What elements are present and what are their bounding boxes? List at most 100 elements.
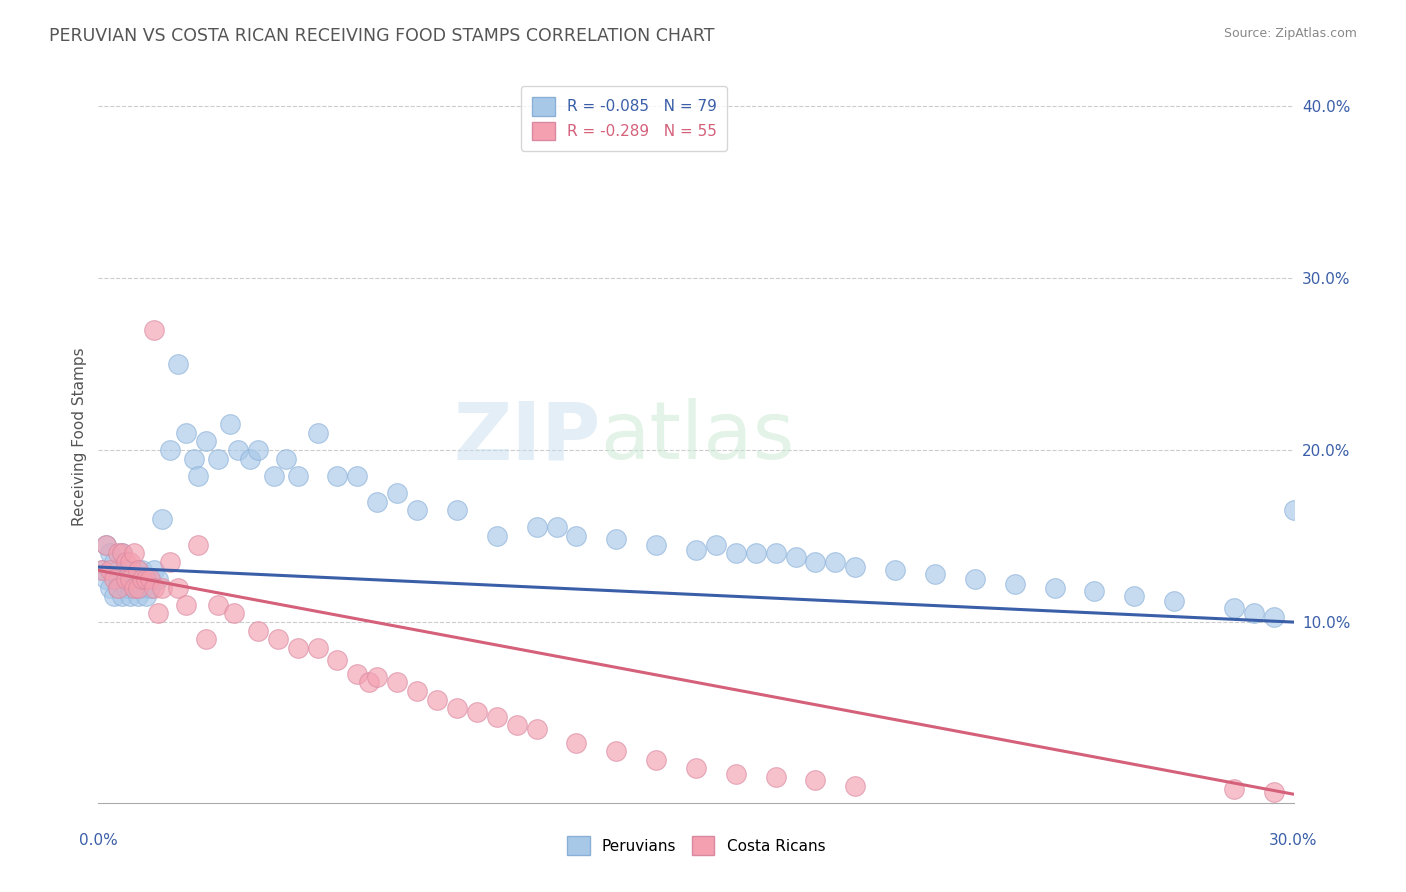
- Point: [143, 581, 166, 595]
- Y-axis label: Receiving Food Stamps: Receiving Food Stamps: [72, 348, 87, 526]
- Point: [844, 779, 866, 793]
- Point: [183, 451, 205, 466]
- Point: [385, 675, 409, 690]
- Point: [107, 564, 129, 578]
- Point: [385, 486, 409, 500]
- Point: [307, 640, 329, 655]
- Point: [120, 572, 142, 586]
- Legend: Peruvians, Costa Ricans: Peruvians, Costa Ricans: [561, 830, 831, 861]
- Point: [485, 710, 508, 724]
- Point: [98, 564, 122, 578]
- Point: [139, 581, 162, 595]
- Point: [139, 572, 162, 586]
- Point: [174, 598, 197, 612]
- Point: [645, 538, 668, 552]
- Point: [127, 589, 149, 603]
- Point: [103, 555, 125, 569]
- Point: [143, 322, 166, 336]
- Point: [804, 555, 827, 569]
- Point: [1263, 785, 1285, 799]
- Point: [446, 701, 468, 715]
- Point: [1223, 782, 1246, 797]
- Point: [150, 512, 173, 526]
- Point: [135, 572, 157, 586]
- Point: [406, 503, 429, 517]
- Point: [195, 632, 218, 647]
- Point: [219, 417, 242, 432]
- Point: [685, 542, 707, 557]
- Point: [645, 753, 668, 767]
- Point: [103, 572, 125, 586]
- Point: [366, 670, 388, 684]
- Point: [924, 566, 946, 581]
- Point: [246, 624, 269, 638]
- Point: [98, 581, 122, 595]
- Point: [127, 564, 149, 578]
- Point: [724, 766, 747, 780]
- Point: [226, 442, 249, 457]
- Point: [124, 581, 146, 595]
- Point: [115, 572, 138, 586]
- Point: [1123, 589, 1146, 603]
- Point: [107, 572, 129, 586]
- Point: [207, 451, 229, 466]
- Point: [1243, 607, 1265, 621]
- Point: [131, 581, 153, 595]
- Point: [526, 520, 548, 534]
- Point: [485, 529, 508, 543]
- Point: [1004, 577, 1026, 591]
- Point: [167, 357, 190, 371]
- Point: [127, 581, 149, 595]
- Point: [359, 675, 381, 690]
- Point: [207, 598, 229, 612]
- Point: [120, 572, 142, 586]
- Point: [274, 451, 297, 466]
- Point: [167, 581, 190, 595]
- Point: [127, 572, 149, 586]
- Point: [546, 520, 568, 534]
- Point: [307, 425, 329, 440]
- Point: [1043, 581, 1066, 595]
- Point: [115, 564, 138, 578]
- Point: [148, 607, 170, 621]
- Text: PERUVIAN VS COSTA RICAN RECEIVING FOOD STAMPS CORRELATION CHART: PERUVIAN VS COSTA RICAN RECEIVING FOOD S…: [49, 27, 714, 45]
- Point: [91, 564, 114, 578]
- Point: [704, 538, 727, 552]
- Point: [120, 555, 142, 569]
- Point: [745, 546, 768, 560]
- Text: ZIP: ZIP: [453, 398, 600, 476]
- Point: [107, 546, 129, 560]
- Point: [111, 589, 134, 603]
- Point: [135, 589, 157, 603]
- Point: [765, 546, 787, 560]
- Point: [120, 581, 142, 595]
- Point: [605, 533, 627, 547]
- Point: [287, 468, 309, 483]
- Point: [222, 607, 245, 621]
- Point: [143, 564, 166, 578]
- Point: [107, 581, 129, 595]
- Point: [565, 735, 588, 749]
- Point: [239, 451, 262, 466]
- Point: [159, 555, 181, 569]
- Point: [115, 572, 138, 586]
- Point: [124, 546, 146, 560]
- Point: [426, 692, 449, 706]
- Point: [804, 773, 827, 788]
- Point: [1163, 594, 1185, 608]
- Point: [96, 538, 118, 552]
- Point: [724, 546, 747, 560]
- Point: [98, 546, 122, 560]
- Point: [1223, 601, 1246, 615]
- Point: [506, 718, 529, 732]
- Point: [366, 494, 388, 508]
- Point: [103, 589, 125, 603]
- Text: atlas: atlas: [600, 398, 794, 476]
- Point: [124, 572, 146, 586]
- Point: [148, 572, 170, 586]
- Point: [326, 468, 349, 483]
- Text: Source: ZipAtlas.com: Source: ZipAtlas.com: [1223, 27, 1357, 40]
- Point: [824, 555, 846, 569]
- Point: [124, 581, 146, 595]
- Point: [120, 589, 142, 603]
